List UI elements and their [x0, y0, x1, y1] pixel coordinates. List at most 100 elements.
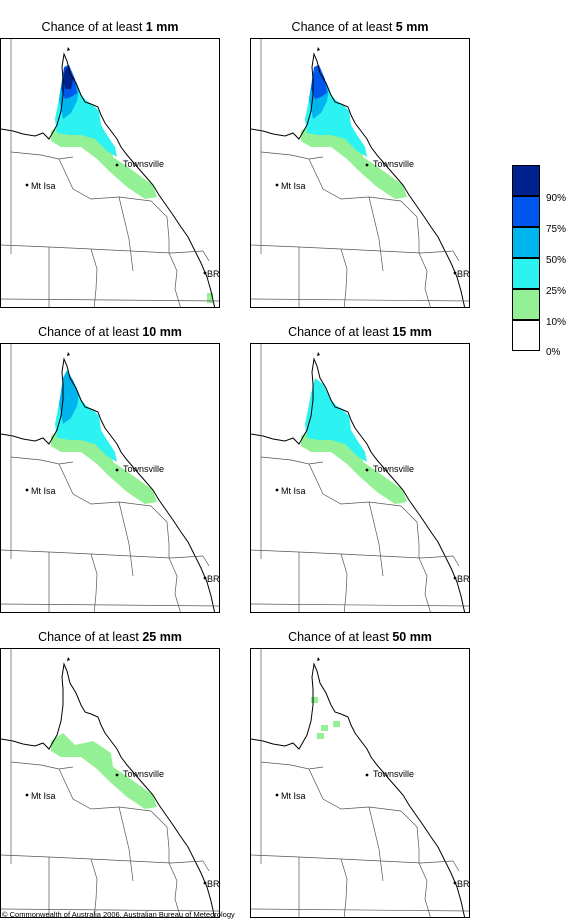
brisbane-label: BRIS [207, 574, 220, 584]
region-border [58, 158, 152, 202]
rain-probability-area [301, 123, 407, 199]
region-border [168, 862, 181, 917]
island [67, 657, 70, 661]
region-border [150, 505, 170, 558]
panel-title: Chance of at least 10 mm [38, 325, 182, 339]
townsville-label: Townsville [373, 464, 414, 474]
region-border [10, 456, 74, 465]
mt-isa-label: Mt Isa [31, 791, 56, 801]
brisbane-label: BRIS [207, 879, 220, 889]
region-border [418, 557, 431, 612]
rain-probability-area [317, 733, 324, 739]
island [67, 47, 70, 51]
region-border [251, 549, 454, 559]
rain-probability-area [301, 428, 407, 504]
region-border [1, 549, 204, 559]
map-frame: Townsville Mt Isa BRIS [250, 343, 470, 613]
region-border [1, 298, 219, 302]
region-border [150, 810, 170, 863]
region-border [251, 908, 469, 912]
town-marker [25, 183, 29, 187]
townsville-label: Townsville [373, 769, 414, 779]
legend-swatch-25-50 [512, 258, 540, 289]
region-border [1, 854, 204, 864]
town-marker [115, 773, 119, 777]
mt-isa-label: Mt Isa [281, 791, 306, 801]
panel-title: Chance of at least 15 mm [288, 325, 432, 339]
rain-probability-area [305, 378, 367, 462]
region-border [260, 151, 324, 160]
region-border [150, 200, 170, 253]
region-border [400, 200, 420, 253]
town-marker [203, 576, 207, 580]
region-border [260, 761, 324, 770]
brisbane-label: BRIS [457, 879, 470, 889]
region-border [251, 603, 469, 607]
region-border [400, 505, 420, 558]
region-border [168, 557, 181, 612]
region-border [260, 456, 324, 465]
town-marker [365, 468, 369, 472]
town-marker [365, 163, 369, 167]
rain-probability-area [51, 428, 157, 504]
copyright-footer: © Commonwealth of Australia 2006, Austra… [2, 910, 235, 919]
region-border [368, 501, 384, 577]
coastline [251, 357, 466, 612]
town-marker [25, 793, 29, 797]
region-border [10, 151, 74, 160]
region-border [308, 463, 402, 507]
region-border [340, 248, 348, 307]
legend-label: 75% [546, 224, 567, 235]
mt-isa-label: Mt Isa [31, 181, 56, 191]
legend-swatch-10-25 [512, 289, 540, 320]
region-border [308, 158, 402, 202]
coastline [1, 662, 216, 917]
mt-isa-label: Mt Isa [31, 486, 56, 496]
region-border [202, 555, 210, 567]
rain-probability-area [51, 733, 157, 809]
town-marker [115, 468, 119, 472]
town-marker [203, 271, 207, 275]
brisbane-label: BRIS [207, 269, 220, 279]
island [317, 47, 320, 51]
town-marker [453, 271, 457, 275]
region-border [1, 244, 204, 254]
rain-probability-area [207, 293, 213, 303]
region-border [118, 196, 134, 272]
townsville-label: Townsville [123, 464, 164, 474]
townsville-label: Townsville [123, 159, 164, 169]
map-frame: Townsville Mt Isa BRIS [0, 648, 220, 918]
region-border [1, 908, 219, 912]
legend-label: 0% [546, 347, 561, 358]
town-marker [25, 488, 29, 492]
region-border [58, 768, 152, 812]
town-marker [275, 488, 279, 492]
town-marker [275, 793, 279, 797]
rain-probability-area [321, 725, 328, 731]
region-border [251, 854, 454, 864]
island [67, 352, 70, 356]
region-border [168, 252, 181, 307]
coastline [251, 52, 466, 307]
region-border [418, 862, 431, 917]
legend-swatch-90-100 [512, 165, 540, 196]
rain-probability-area [311, 697, 318, 703]
region-border [418, 252, 431, 307]
legend-label: 50% [546, 255, 567, 266]
region-border [368, 806, 384, 882]
region-border [452, 250, 460, 262]
region-border [90, 553, 98, 612]
coastline [1, 52, 216, 307]
panel-title: Chance of at least 1 mm [41, 20, 179, 34]
region-border [452, 860, 460, 872]
map-frame: Townsville Mt Isa BRIS [0, 38, 220, 308]
panel-title: Chance of at least 50 mm [288, 630, 432, 644]
region-border [340, 858, 348, 917]
rain-probability-area [333, 721, 340, 727]
region-border [251, 244, 454, 254]
town-marker [365, 773, 369, 777]
map-frame: Townsville Mt Isa BRIS [250, 38, 470, 308]
region-border [400, 810, 420, 863]
island [317, 352, 320, 356]
region-border [368, 196, 384, 272]
